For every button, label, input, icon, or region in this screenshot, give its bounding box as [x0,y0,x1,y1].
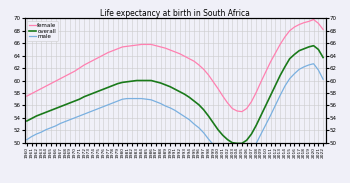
female [116,48,120,50]
female [321,28,325,31]
female [173,51,177,53]
overall [25,120,29,122]
overall [312,45,316,47]
female [316,22,321,24]
Line: overall: overall [27,46,323,143]
Legend: female, overall, male: female, overall, male [27,21,58,41]
male [173,109,177,111]
Title: Life expectancy at birth in South Africa: Life expectancy at birth in South Africa [100,9,250,18]
male [235,162,239,164]
overall [230,142,235,144]
female [312,18,316,21]
male [116,100,120,102]
male [312,63,316,65]
male [163,105,168,107]
overall [116,83,120,85]
Line: male: male [27,64,323,163]
female [163,47,168,49]
overall [316,48,321,51]
overall [321,56,325,59]
male [321,78,325,80]
female [230,107,235,110]
female [25,95,29,97]
overall [173,88,177,90]
overall [106,86,110,88]
female [106,51,110,54]
male [25,139,29,141]
overall [235,142,239,144]
overall [163,84,168,86]
female [240,111,244,113]
male [316,69,321,71]
male [230,161,235,163]
Line: female: female [27,20,323,112]
male [106,104,110,106]
